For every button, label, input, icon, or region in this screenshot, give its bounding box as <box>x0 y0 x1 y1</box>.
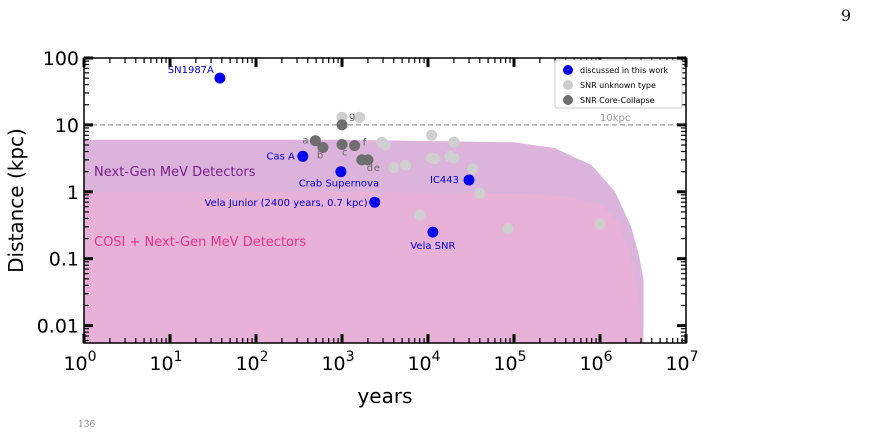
legend: discussed in this work SNR unknown type SN… <box>554 59 683 109</box>
x-tick-label-2: 102 <box>235 349 268 375</box>
point-label-g: g <box>349 111 355 122</box>
y-tick-label-3: 10 <box>55 115 79 137</box>
y-tick-label-1: 0.1 <box>49 249 79 271</box>
y-tick-label-4: 100 <box>43 48 79 70</box>
x-tick-label-1: 101 <box>149 349 182 375</box>
reference-line-group: 10kpc <box>84 113 686 126</box>
point-discussed-in-this-work-1 <box>297 150 309 162</box>
plot-frame <box>83 57 687 344</box>
legend-label-1: SNR unknown type <box>580 81 656 90</box>
legend-box <box>554 59 683 109</box>
point-label-ic443: IC443 <box>430 175 459 186</box>
legend-label-2: SNR Core-Collapse <box>580 96 655 105</box>
point-snr-unknown-type-1 <box>354 111 366 123</box>
detector-regions: Next-Gen MeV Detectors COSI + Next-Gen Me… <box>84 139 644 343</box>
legend-marker-1 <box>563 80 573 90</box>
point-label-b: b <box>317 151 323 162</box>
point-snr-unknown-type-4 <box>379 139 391 151</box>
reference-line-label: 10kpc <box>600 113 630 124</box>
point-snr-unknown-type-15 <box>502 223 514 235</box>
point-discussed-in-this-work-4 <box>463 174 475 186</box>
point-discussed-in-this-work-2 <box>335 166 347 178</box>
point-snr-core-collapse-1 <box>317 142 329 153</box>
y-tick-label-0: 0.01 <box>37 316 79 338</box>
point-snr-unknown-type-13 <box>474 187 486 199</box>
point-label-sn1987a: SN1987A <box>168 65 214 76</box>
point-snr-core-collapse-2 <box>336 119 348 131</box>
point-label-d: d <box>367 163 373 174</box>
x-tick-label-7: 107 <box>665 349 698 375</box>
point-snr-unknown-type-12 <box>467 163 479 175</box>
point-discussed-in-this-work-3 <box>369 196 381 208</box>
point-snr-core-collapse-6 <box>362 154 374 166</box>
y-axis-label: Distance (kpc) <box>4 128 28 273</box>
point-snr-core-collapse-3 <box>336 139 348 150</box>
point-snr-unknown-type-6 <box>400 159 412 171</box>
footer-number: 136 <box>78 420 96 430</box>
point-snr-unknown-type-2 <box>426 129 438 141</box>
legend-label-0: discussed in this work <box>580 66 669 75</box>
point-snr-unknown-type-16 <box>594 218 606 230</box>
point-label-vela-junior-2400-years-0-7-kpc-: Vela Junior (2400 years, 0.7 kpc) <box>205 198 368 209</box>
x-tick-label-0: 100 <box>63 349 96 375</box>
point-snr-core-collapse-0 <box>309 135 321 147</box>
point-snr-unknown-type-11 <box>448 152 460 164</box>
point-label-c: c <box>342 148 348 159</box>
point-snr-unknown-type-14 <box>414 209 426 221</box>
point-snr-unknown-type-0 <box>336 111 348 123</box>
x-axis-label: years <box>357 384 412 408</box>
legend-marker-2 <box>563 95 573 105</box>
region-cosi-next-gen <box>84 191 641 343</box>
x-tick-label-4: 104 <box>407 349 440 375</box>
region-label-cosi-next-gen: COSI + Next-Gen MeV Detectors <box>94 235 306 250</box>
point-label-vela-snr: Vela SNR <box>410 241 455 252</box>
point-label-f: f <box>363 138 367 149</box>
y-tick-label-2: 1 <box>67 182 79 204</box>
x-tick-label-3: 103 <box>321 349 354 375</box>
point-snr-unknown-type-7 <box>388 162 400 174</box>
point-snr-core-collapse-4 <box>349 140 361 152</box>
point-label-a: a <box>302 136 308 147</box>
point-label-e: e <box>374 163 380 174</box>
x-tick-label-6: 106 <box>579 349 612 375</box>
legend-marker-0 <box>563 65 573 75</box>
x-tick-label-5: 105 <box>493 349 526 375</box>
point-label-crab-supernova: Crab Supernova <box>299 179 379 190</box>
point-snr-unknown-type-9 <box>429 153 441 165</box>
point-discussed-in-this-work-5 <box>427 226 439 238</box>
page-number: 9 <box>840 6 851 25</box>
axis-ticks: 100 101 102 103 104 105 106 107 0.01 0.1 1 10 100 <box>37 48 699 375</box>
point-snr-unknown-type-5 <box>448 136 460 148</box>
point-discussed-in-this-work-0 <box>214 72 226 84</box>
data-points: ab g c f d e SN1987A Cas A Crab Supernova Vela Ju… <box>168 65 606 252</box>
point-label-cas-a: Cas A <box>266 151 294 162</box>
region-label-next-gen: Next-Gen MeV Detectors <box>94 165 256 180</box>
